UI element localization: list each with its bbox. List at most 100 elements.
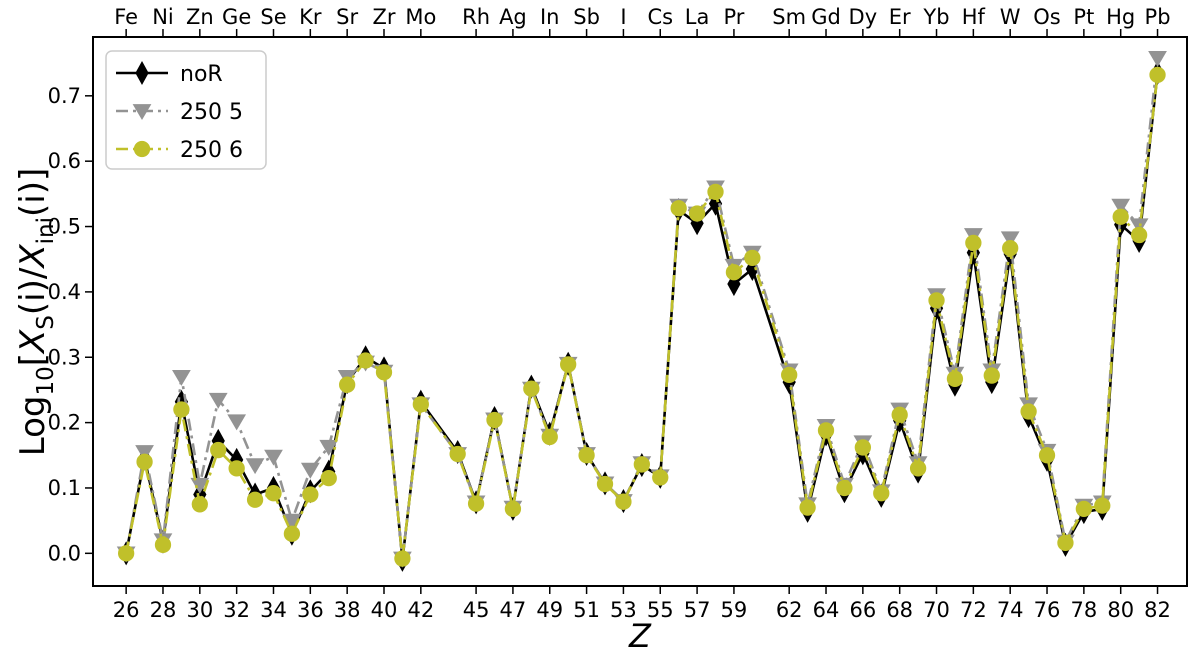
x-tick-label: 26 xyxy=(113,598,140,622)
x-tick-label: 72 xyxy=(960,598,987,622)
data-point xyxy=(688,205,706,222)
x-tick-label: 42 xyxy=(407,598,434,622)
x-tick-label: 66 xyxy=(849,598,876,622)
data-point xyxy=(707,183,724,201)
data-point xyxy=(817,422,835,439)
data-point xyxy=(873,485,890,502)
data-point xyxy=(210,441,227,459)
data-point xyxy=(172,369,191,386)
plot-frame xyxy=(92,36,1188,587)
data-point xyxy=(449,445,466,463)
y-tick-label: 0.0 xyxy=(48,541,81,565)
x-tick-label: 36 xyxy=(297,598,324,622)
ylabel-x1-sub: S xyxy=(33,315,59,330)
element-label-hg: Hg xyxy=(1106,5,1135,29)
data-point xyxy=(320,470,337,487)
data-point xyxy=(725,264,743,281)
data-point xyxy=(357,352,374,369)
series-250-6 xyxy=(118,66,1166,567)
x-tick-label: 59 xyxy=(721,598,748,622)
legend-marker xyxy=(132,104,152,121)
element-label-zr: Zr xyxy=(372,5,395,29)
x-tick-label: 70 xyxy=(923,598,950,622)
legend-entry: 250 5 xyxy=(116,100,243,125)
x-tick-label: 34 xyxy=(260,598,287,622)
data-point xyxy=(1112,208,1129,225)
data-point xyxy=(1094,497,1111,514)
element-label-gd: Gd xyxy=(811,5,841,29)
data-point xyxy=(246,491,264,508)
ylabel-x2-sub: ini xyxy=(33,217,59,244)
data-point xyxy=(300,462,320,479)
element-label-os: Os xyxy=(1033,5,1060,29)
legend-label: noR xyxy=(180,62,223,87)
data-point xyxy=(467,495,485,512)
x-tick-label: 80 xyxy=(1107,598,1134,622)
x-tick-label: 47 xyxy=(500,598,527,622)
data-point xyxy=(265,485,282,502)
ylabel-x1: X xyxy=(13,329,53,355)
x-tick-label: 78 xyxy=(1070,598,1097,622)
x-tick-label: 28 xyxy=(150,598,177,622)
element-label-er: Er xyxy=(889,5,911,29)
element-label-ge: Ge xyxy=(222,5,251,29)
legend-entry: 250 6 xyxy=(116,138,243,163)
data-point xyxy=(909,460,927,477)
legend-label: 250 5 xyxy=(180,100,243,125)
data-point xyxy=(191,496,208,513)
element-label-w: W xyxy=(1000,5,1021,29)
y-tick-label: 0.5 xyxy=(48,215,81,239)
legend-marker xyxy=(135,60,149,86)
data-point xyxy=(1020,403,1037,420)
x-tick-label: 51 xyxy=(573,598,600,622)
data-point xyxy=(136,453,153,470)
x-tick-label: 64 xyxy=(813,598,840,622)
ylabel-x2: X xyxy=(13,244,53,270)
element-label-sm: Sm xyxy=(772,5,806,29)
y-axis-ticks: 0.0 0.1 0.2 0.3 0.4 0.5 0.6 0.7 xyxy=(48,84,93,565)
data-point xyxy=(670,200,687,217)
x-tick-label: 30 xyxy=(186,598,213,622)
x-tick-label: 40 xyxy=(371,598,398,622)
legend-label: 250 6 xyxy=(180,138,243,163)
x-tick-label: 82 xyxy=(1144,598,1171,622)
x-tick-label: 49 xyxy=(536,598,563,622)
data-point xyxy=(412,396,429,413)
data-point xyxy=(208,392,228,409)
x-tick-label: 57 xyxy=(684,598,711,622)
data-point xyxy=(633,456,650,473)
element-label-se: Se xyxy=(260,5,286,29)
y-tick-label: 0.6 xyxy=(48,149,81,173)
data-point xyxy=(854,439,872,456)
data-point xyxy=(319,439,339,456)
element-label-hf: Hf xyxy=(962,5,986,29)
data-point xyxy=(394,550,411,567)
element-label-ni: Ni xyxy=(152,5,174,29)
x-tick-label: 62 xyxy=(776,598,803,622)
data-point xyxy=(799,499,816,516)
x-tick-label: 74 xyxy=(997,598,1024,622)
legend-marker xyxy=(133,140,151,158)
x-tick-label: 76 xyxy=(1034,598,1061,622)
x-tick-label: 55 xyxy=(647,598,674,622)
x-tick-label: 32 xyxy=(223,598,250,622)
y-tick-label: 0.2 xyxy=(48,411,81,435)
y-tick-label: 0.1 xyxy=(48,476,81,500)
element-label-dy: Dy xyxy=(849,5,878,29)
element-label-yb: Yb xyxy=(922,5,949,29)
data-point xyxy=(486,411,503,429)
ylabel-log: Log xyxy=(13,396,53,457)
data-point xyxy=(302,486,319,503)
data-point xyxy=(891,406,908,423)
element-label-sb: Sb xyxy=(573,5,600,29)
data-point xyxy=(1002,239,1019,257)
y-tick-label: 0.7 xyxy=(48,84,81,108)
element-label-i: I xyxy=(620,5,626,29)
series-layer xyxy=(116,51,1167,572)
data-point xyxy=(1000,231,1020,248)
data-point xyxy=(578,447,595,464)
element-label-in: In xyxy=(540,5,560,29)
element-label-zn: Zn xyxy=(186,5,214,29)
data-point xyxy=(1149,66,1166,84)
data-point xyxy=(560,356,577,373)
